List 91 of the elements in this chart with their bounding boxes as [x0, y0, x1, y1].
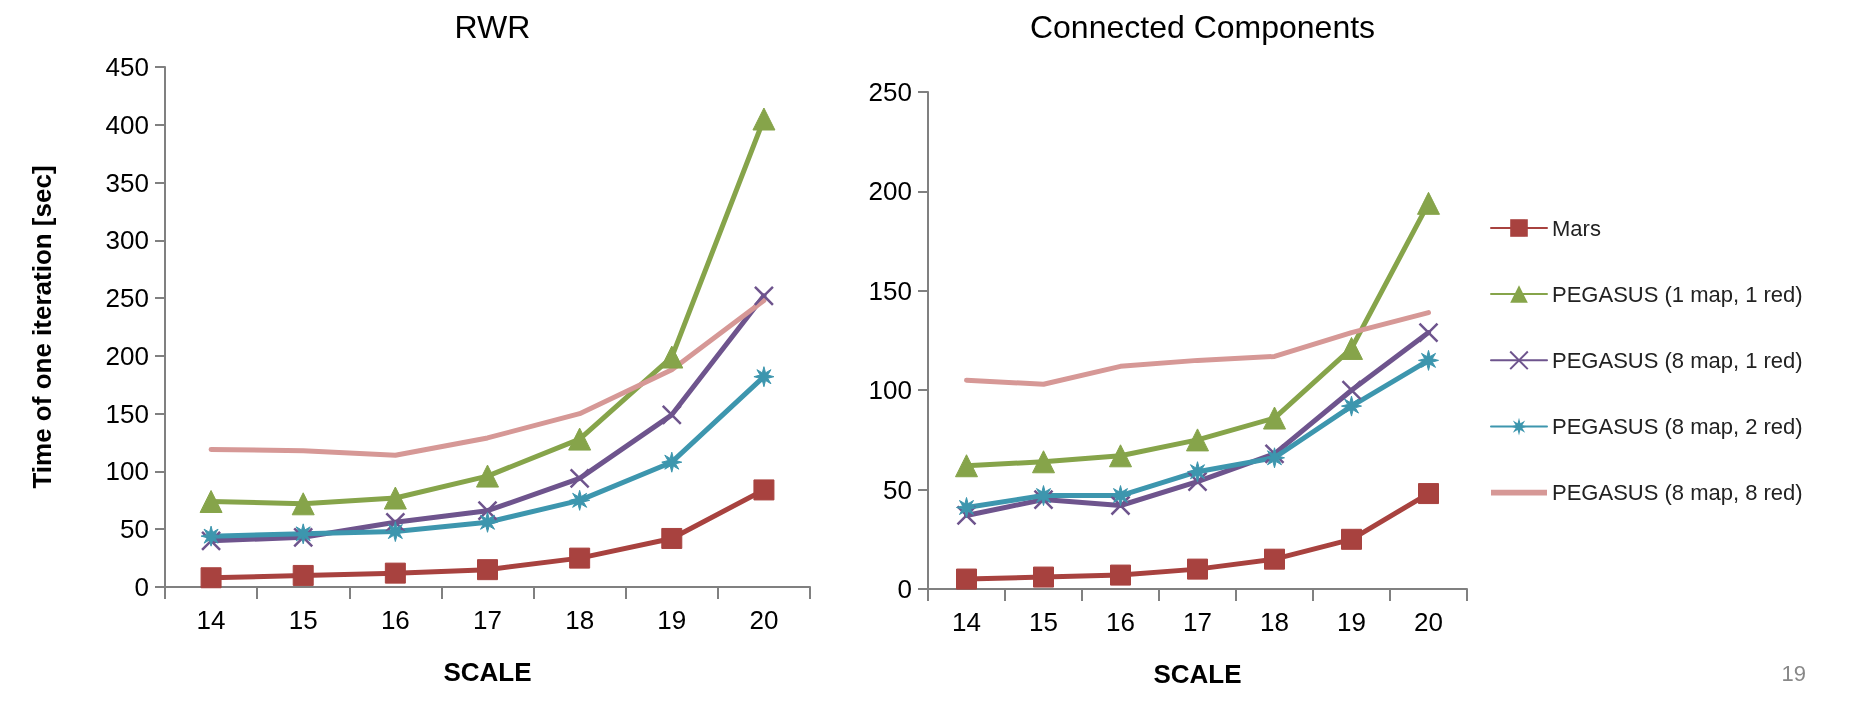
x-tick-label: 19 [1337, 607, 1366, 637]
x-tick-label: 15 [1029, 607, 1058, 637]
x-tick-label: 14 [196, 605, 226, 635]
point [1109, 444, 1132, 468]
point [476, 464, 499, 488]
point [1418, 483, 1439, 505]
point [292, 564, 314, 586]
point [1341, 528, 1362, 550]
point [1033, 566, 1054, 588]
point [956, 505, 977, 526]
point [199, 489, 223, 513]
x-tick-label: 16 [380, 605, 410, 635]
y-tick-label: 100 [105, 456, 149, 487]
point [1110, 495, 1131, 516]
x-axis-title: SCALE [1153, 659, 1242, 689]
y-tick-label: 100 [868, 375, 912, 406]
legend-label: PEGASUS (1 map, 1 red) [1552, 281, 1803, 307]
point [1341, 395, 1362, 417]
point [384, 562, 406, 584]
y-tick-label: 0 [134, 572, 149, 602]
legend-label: PEGASUS (8 map, 1 red) [1552, 347, 1803, 373]
legend-label: PEGASUS (8 map, 2 red) [1552, 414, 1803, 440]
x-tick-label: 18 [565, 605, 595, 635]
x-tick-label: 19 [657, 605, 687, 635]
legend-label: PEGASUS (8 map, 8 red) [1552, 480, 1803, 506]
y-tick-label: 450 [105, 52, 149, 82]
point [569, 547, 591, 569]
point [753, 479, 775, 501]
point [1110, 564, 1131, 586]
point [956, 568, 977, 590]
x-tick-label: 15 [288, 605, 318, 635]
point [477, 500, 498, 521]
point [1340, 336, 1363, 360]
x-axis-title: SCALE [443, 657, 532, 687]
point [383, 486, 407, 510]
point [956, 496, 977, 518]
point [385, 512, 406, 533]
x-tick-label: 20 [1414, 607, 1443, 637]
x-tick-label: 18 [1260, 607, 1289, 637]
y-tick-label: 350 [105, 167, 149, 198]
x-tick-label: 20 [749, 605, 779, 635]
chart-title: RWR [454, 9, 531, 45]
point [753, 366, 775, 388]
point [384, 521, 406, 543]
point [1187, 558, 1208, 580]
point [569, 489, 591, 511]
y-tick-label: 50 [120, 514, 149, 545]
y-tick-label: 0 [897, 574, 912, 604]
point [753, 285, 775, 307]
point [477, 511, 498, 533]
point [1187, 471, 1208, 492]
point [1341, 379, 1362, 401]
point [1264, 548, 1285, 570]
point [752, 107, 776, 131]
point [1263, 406, 1286, 430]
point [1418, 349, 1439, 371]
y-tick-label: 250 [868, 77, 912, 107]
point [568, 427, 592, 451]
point [1418, 322, 1439, 343]
chart-title: Connected Components [1029, 9, 1376, 45]
point [1032, 450, 1055, 474]
x-tick-label: 16 [1106, 607, 1135, 637]
point [1110, 485, 1131, 507]
point [660, 345, 684, 369]
point [661, 404, 683, 426]
text: 19 [1781, 660, 1807, 686]
x-tick-label: 14 [952, 607, 981, 637]
y-tick-label: 150 [105, 398, 149, 429]
point [955, 454, 978, 478]
y-tick-label: 300 [105, 225, 149, 256]
point [200, 567, 222, 589]
point [569, 468, 590, 489]
y-axis-title: Time of one iteration [sec] [27, 165, 57, 489]
y-tick-label: 200 [868, 176, 912, 207]
y-tick-label: 50 [883, 474, 912, 505]
point [291, 492, 315, 516]
x-tick-label: 17 [1183, 607, 1212, 637]
point [1187, 461, 1208, 483]
point [661, 527, 683, 549]
point [200, 530, 222, 552]
point [477, 559, 498, 581]
point [661, 451, 683, 473]
point [1417, 191, 1440, 215]
legend-label: Mars [1552, 215, 1601, 241]
y-tick-label: 200 [105, 340, 149, 371]
point [200, 525, 222, 547]
point [1186, 428, 1209, 452]
y-tick-label: 150 [868, 275, 912, 306]
y-tick-label: 250 [105, 283, 149, 314]
y-tick-label: 400 [105, 109, 149, 140]
x-tick-label: 17 [473, 605, 502, 635]
